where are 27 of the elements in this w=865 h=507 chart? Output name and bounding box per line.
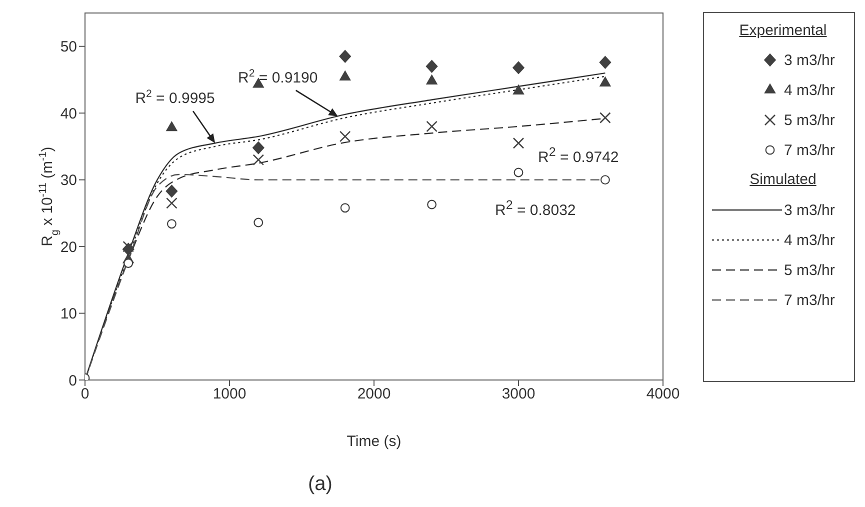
y-tick-label: 0: [68, 372, 77, 390]
x-tick-label: 0: [80, 386, 90, 403]
text: Simulated: [748, 170, 818, 190]
y-tick-label: 40: [60, 105, 77, 122]
legend-label: 3 m3/hr: [784, 202, 835, 218]
legend-label: 7 m3/hr: [784, 292, 835, 308]
annotation: R$^{2}$ = 0.8032: [495, 198, 576, 219]
text: (a): [308, 473, 332, 496]
legend-label: 5 m3/hr: [784, 112, 835, 128]
legend-label: 7 m3/hr: [784, 142, 835, 158]
annotation: R$^{2}$ = 0.9742: [538, 145, 619, 166]
text: Experimental: [738, 21, 828, 41]
legend-label: 3 m3/hr: [784, 52, 835, 68]
legend-label: 4 m3/hr: [784, 232, 835, 248]
x-axis-title: Time (s): [346, 433, 402, 450]
x-tick-label: 3000: [502, 386, 536, 403]
legend-label: 5 m3/hr: [784, 262, 835, 278]
y-tick-label: 20: [60, 238, 77, 256]
y-tick-label: 10: [60, 306, 77, 323]
x-tick-label: 2000: [357, 386, 391, 403]
y-tick-label: 30: [60, 172, 77, 190]
annotation: R$^{2}$ = 0.9995: [135, 88, 215, 108]
legend-label: 4 m3/hr: [784, 82, 835, 98]
x-tick-label: 1000: [212, 386, 246, 403]
y-tick-label: 50: [60, 38, 77, 56]
x-tick-label: 4000: [646, 386, 680, 403]
annotation: R$^{2}$ = 0.9190: [238, 67, 318, 86]
